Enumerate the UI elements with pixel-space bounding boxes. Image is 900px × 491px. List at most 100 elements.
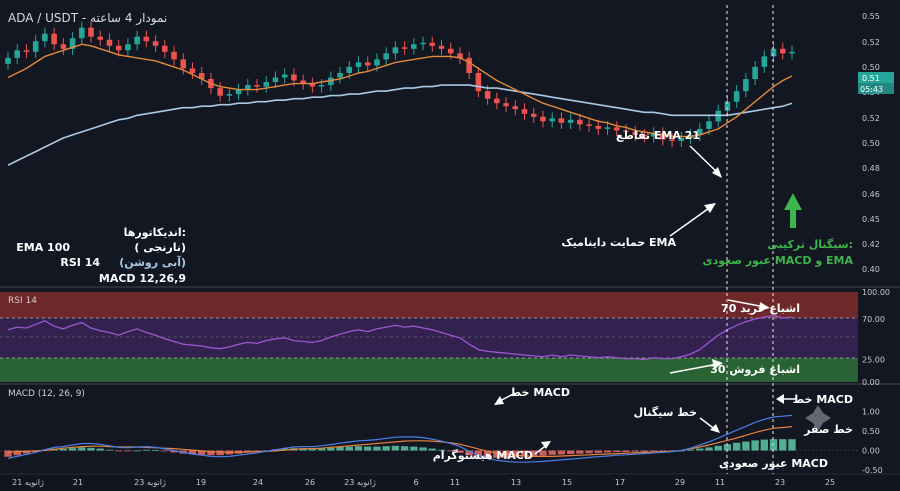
arrowhead-signal-line	[710, 424, 720, 433]
legend-ema-name: EMA 100	[16, 241, 70, 254]
histogram-bar	[603, 450, 612, 453]
arrow-ema-support	[669, 205, 713, 237]
rsi-tick-label: 70.00	[862, 315, 885, 324]
date-tick-label: 24	[253, 478, 263, 487]
histogram-bar	[557, 450, 566, 455]
annotation-combo-signal-1: سیگنال ترکیبی:	[767, 238, 853, 251]
candle	[51, 33, 57, 45]
candle	[374, 59, 380, 66]
histogram-bar	[705, 447, 713, 451]
candle	[457, 53, 463, 58]
rsi-line	[7, 314, 793, 361]
candle	[650, 133, 657, 137]
price-tick-label: 0.45	[862, 215, 880, 224]
annotation-zero-line: خط صفر	[803, 423, 853, 436]
candle	[263, 82, 270, 87]
legend-rsi-name: RSI 14	[60, 256, 100, 269]
histogram-bar	[68, 448, 77, 451]
histogram-bar	[659, 450, 667, 452]
legend-rsi-note: (آبی روشن)	[119, 255, 186, 269]
price-badge-value: 0.51	[862, 74, 880, 83]
candle	[503, 103, 509, 107]
candle	[125, 44, 131, 51]
candle	[245, 85, 251, 90]
date-tick-label: 23 ژانویه	[344, 478, 376, 487]
histogram-bar	[87, 447, 95, 451]
indicators-heading: اندیکاتورها:	[124, 226, 186, 239]
candle	[162, 45, 168, 52]
histogram-bar	[207, 450, 215, 456]
axis-ticks: 0.550.520.500.540.520.500.480.460.450.42…	[12, 12, 890, 487]
histogram-bar	[151, 450, 160, 451]
candle	[5, 57, 11, 64]
ema-lines	[7, 43, 793, 166]
price-tick-label: 0.50	[862, 139, 880, 148]
histogram-bar	[345, 446, 353, 451]
candle	[226, 94, 233, 96]
histogram-bar	[539, 450, 547, 456]
candle	[549, 118, 555, 122]
price-badge	[858, 72, 894, 83]
annotation-combo-signal-2: عبور صعودی MACD و EMA	[702, 254, 853, 267]
histogram-bar	[779, 439, 787, 451]
histogram-bar	[391, 445, 400, 451]
candle	[586, 124, 592, 126]
histogram-bar	[447, 450, 455, 452]
candle	[567, 119, 574, 123]
candle	[42, 33, 48, 42]
candle	[88, 27, 94, 37]
macd-tick-label: 0.50	[862, 427, 880, 436]
candle	[604, 127, 611, 129]
candle	[392, 47, 399, 54]
candle	[466, 57, 472, 73]
date-tick-label: 23	[775, 478, 785, 487]
price-tick-label: 0.50	[862, 63, 880, 72]
candle	[106, 39, 113, 46]
arrowhead-oversold	[712, 359, 723, 369]
chart-title: ADA / USDT - نمودار 4 ساعته	[8, 11, 167, 26]
histogram-bar	[566, 450, 575, 455]
candle	[14, 50, 20, 58]
date-tick-label: 29	[675, 478, 685, 487]
histogram-bar	[474, 450, 483, 457]
candle	[254, 85, 260, 87]
candle	[152, 41, 159, 46]
date-tick-label: 15	[562, 478, 572, 487]
macd-title: MACD (12, 26, 9)	[8, 389, 85, 399]
histogram-bar	[308, 448, 317, 451]
histogram-bar	[327, 447, 335, 451]
candle	[558, 118, 565, 123]
price-tick-label: 0.48	[862, 164, 880, 173]
histogram-bar	[437, 449, 446, 451]
candle	[669, 139, 675, 141]
macd-tick-label: 1.00	[862, 408, 880, 417]
candle	[484, 91, 491, 99]
date-tick-label: 11	[715, 478, 725, 487]
date-tick-label: 23 ژانویه	[134, 478, 166, 487]
legend-ema-note: ( نارنجی)	[134, 241, 186, 254]
rsi-title: RSI 14	[8, 296, 37, 306]
date-tick-label: 21 ژانویه	[12, 478, 44, 487]
sparkle-icon	[805, 405, 831, 431]
histogram-bar	[428, 448, 436, 451]
histogram-bar	[317, 448, 326, 451]
histogram-bar	[336, 446, 344, 451]
candle	[540, 116, 546, 122]
histogram-bar	[216, 450, 224, 456]
histogram-bar	[170, 450, 178, 453]
candle	[577, 119, 583, 125]
candle	[789, 51, 795, 54]
histogram-bar	[373, 446, 381, 451]
candle	[134, 36, 140, 45]
histogram-bar	[364, 446, 372, 451]
histogram-bar	[576, 450, 584, 454]
arrowhead-histogram	[541, 441, 551, 449]
candle	[660, 133, 666, 140]
histogram-bar	[59, 448, 68, 451]
candle	[706, 121, 712, 129]
rsi-tick-label: 100.00	[862, 288, 890, 297]
annotation-histogram: هیستوگرام MACD	[433, 449, 533, 462]
candle	[189, 68, 196, 73]
candle	[364, 62, 371, 66]
annotation-signal-line: خط سیگنال	[634, 406, 697, 419]
